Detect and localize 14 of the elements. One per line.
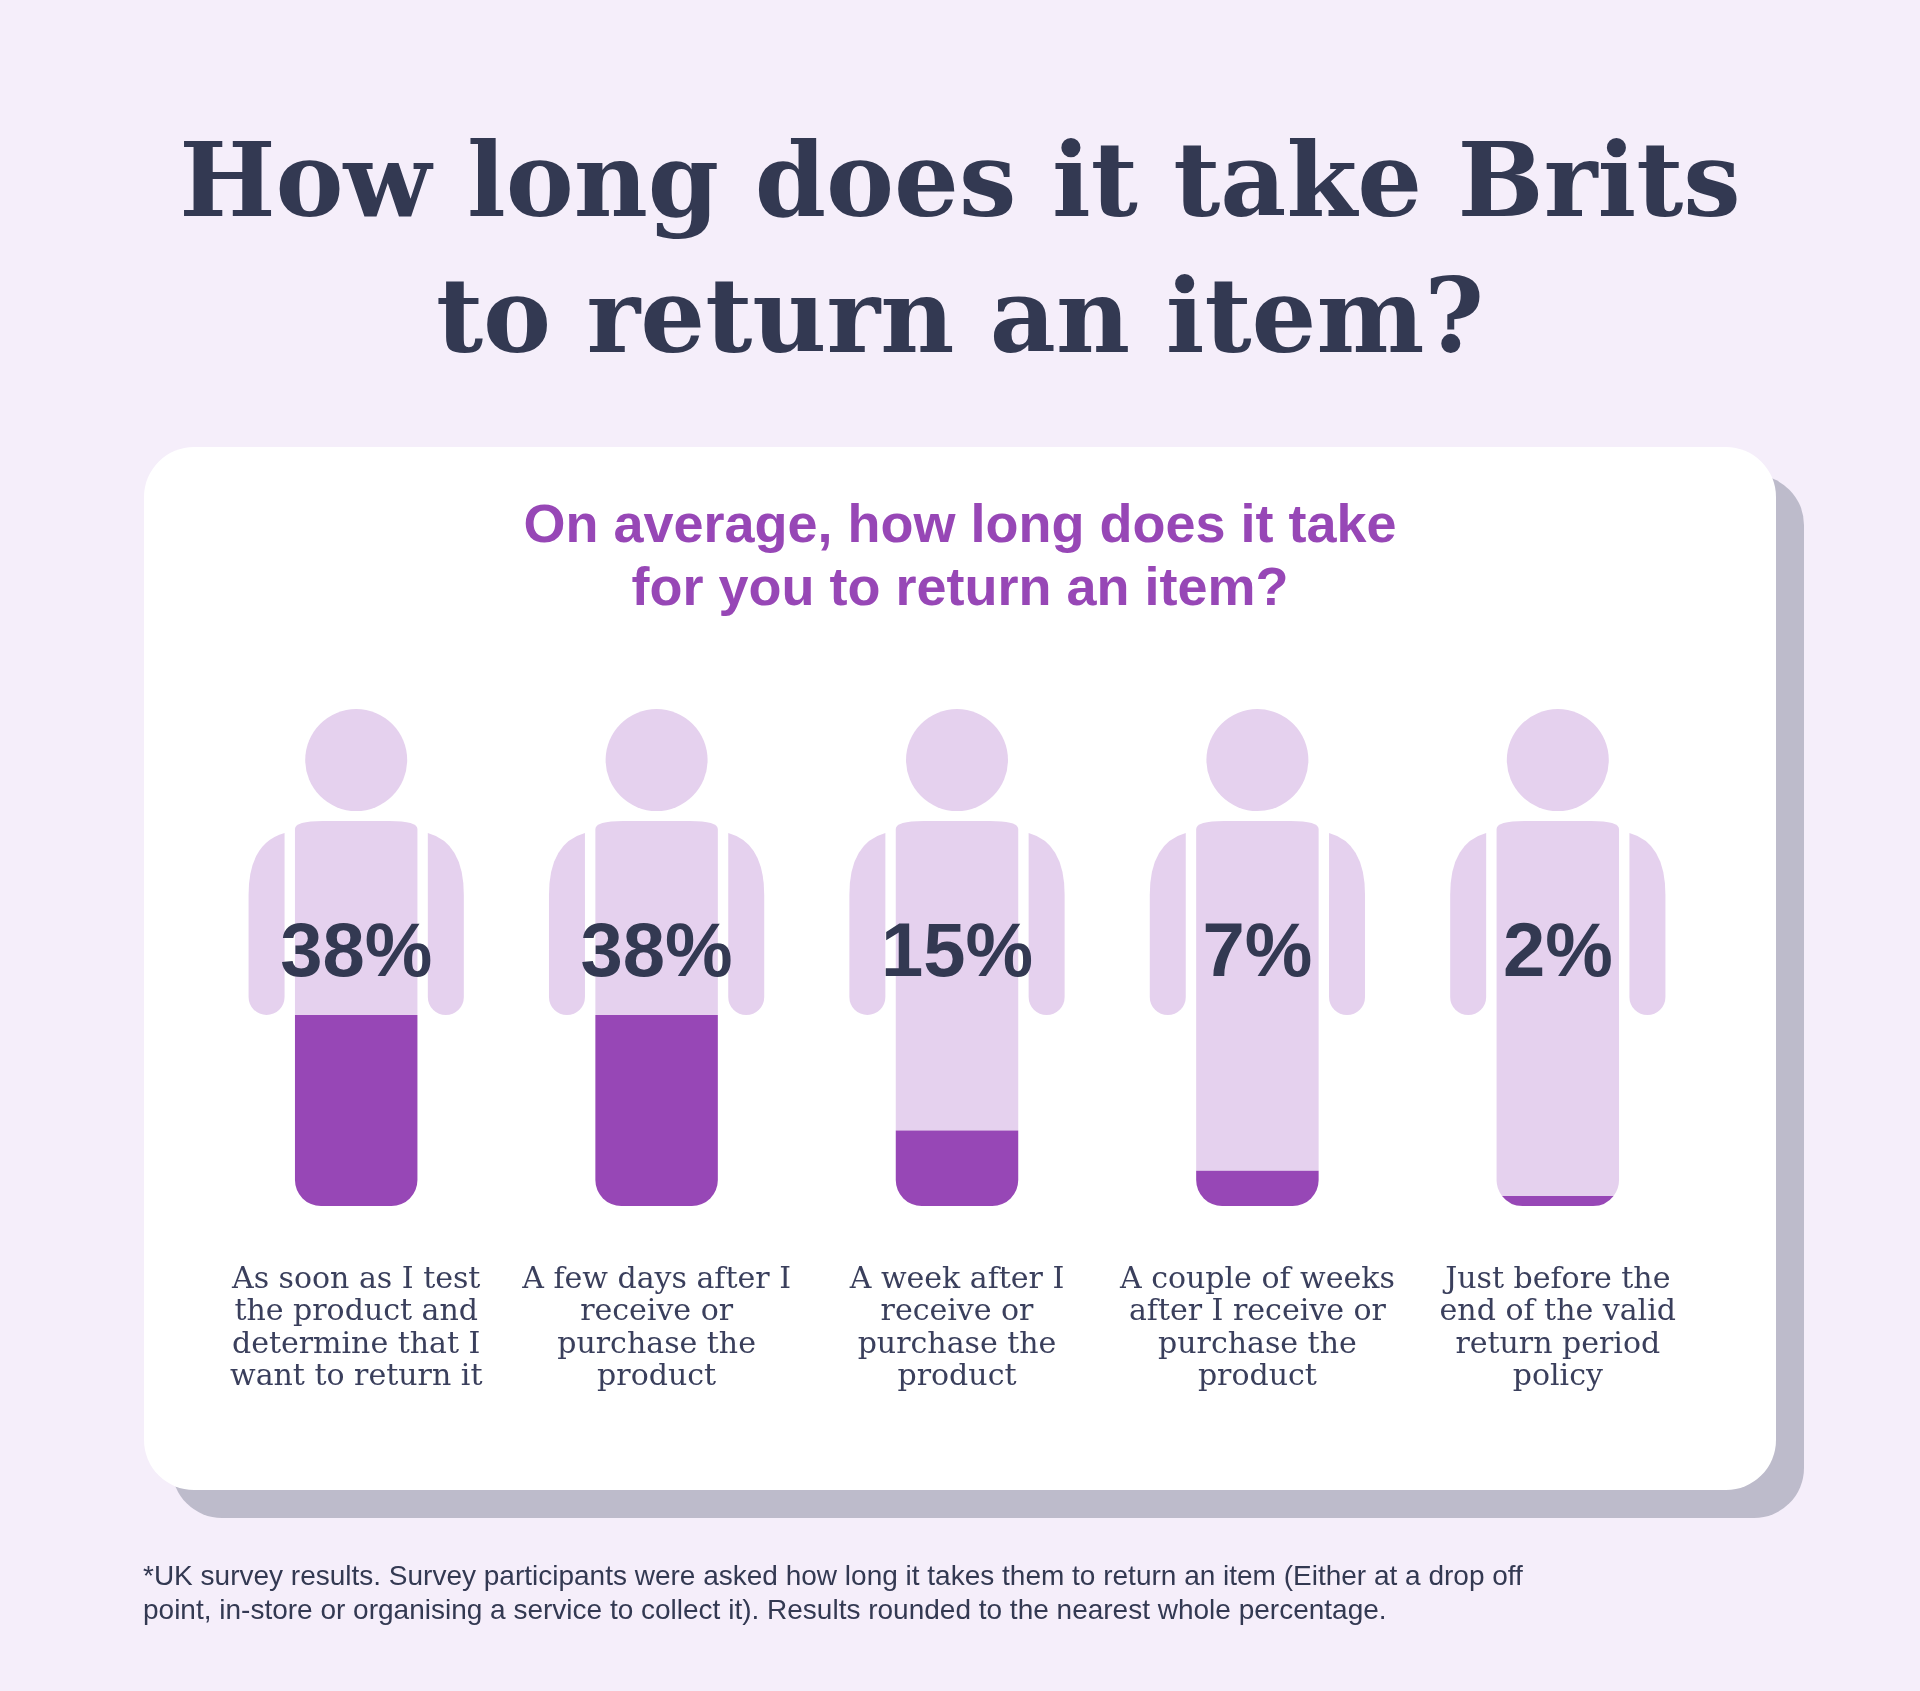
- bar: [1196, 1170, 1319, 1206]
- data-label: 15%: [880, 907, 1034, 992]
- data-label: 38%: [280, 907, 433, 992]
- x-tick-label: Just before the end of the valid return period policy: [1439, 1260, 1677, 1393]
- data-label: 2%: [1502, 907, 1613, 992]
- chart-title: How long does it take Brits to return an item?: [178, 119, 1742, 378]
- text: *UK survey results. Survey participants were asked how long it takes them to return an item (Either at a drop off point, in-store or organising a service to collect it). Results rounded to the nearest whole percentage.: [143, 1559, 1524, 1627]
- x-tick-label: A week after I receive or purchase the product: [848, 1260, 1065, 1393]
- chart-subtitle: On average, how long does it take for you to return an item?: [522, 492, 1398, 618]
- data-label: 7%: [1202, 907, 1313, 992]
- data-label: 38%: [580, 907, 733, 992]
- x-tick-label: A few days after I receive or purchase the product: [521, 1260, 791, 1393]
- x-tick-label: A couple of weeks after I receive or purchase the product: [1118, 1260, 1395, 1393]
- x-tick-label: As soon as I test the product and determine that I want to return it: [229, 1260, 483, 1393]
